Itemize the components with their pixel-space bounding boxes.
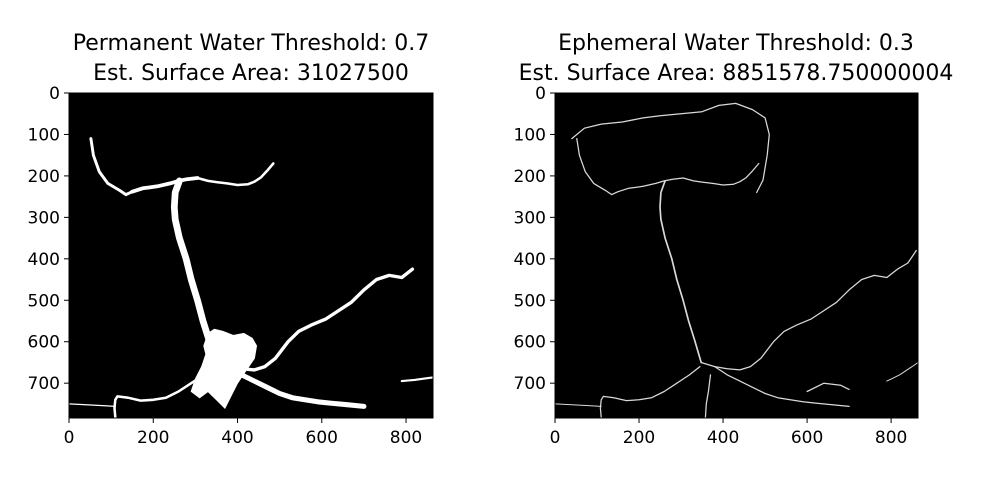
y-tick-label: 300	[28, 208, 60, 228]
y-tick-label: 300	[514, 208, 546, 228]
water-body-0	[190, 328, 258, 409]
x-tick-label: 400	[221, 428, 253, 448]
x-tick-label: 800	[875, 428, 907, 448]
water-layer	[554, 102, 919, 419]
plot-title-line2: Est. Surface Area: 31027500	[93, 61, 409, 86]
water-channel-10	[806, 382, 850, 393]
x-tick-label: 0	[64, 428, 75, 448]
water-channel-9	[704, 374, 712, 419]
x-tick-label: 600	[306, 428, 338, 448]
plot-area	[555, 93, 918, 418]
water-channel-2	[682, 162, 760, 186]
x-tick-label: 800	[390, 428, 422, 448]
water-channel-2	[196, 162, 275, 187]
water-layer	[68, 137, 435, 419]
water-channel-0	[89, 137, 134, 197]
y-tick-label: 500	[28, 291, 60, 311]
y-tick-label: 200	[514, 167, 546, 187]
y-tick-label: 400	[28, 250, 60, 270]
y-tick-label: 700	[514, 374, 546, 394]
water-channel-8	[400, 376, 435, 383]
x-tick-label: 0	[550, 428, 561, 448]
y-tick-label: 0	[49, 84, 60, 104]
water-channel-5	[700, 249, 917, 371]
water-channel-8	[554, 403, 602, 407]
y-tick-label: 100	[28, 125, 60, 145]
plot-frame	[68, 92, 434, 419]
y-tick-label: 600	[514, 333, 546, 353]
water-channel-4	[659, 180, 703, 364]
x-tick-label: 400	[707, 428, 739, 448]
water-channel-3	[170, 177, 219, 366]
x-tick-label: 600	[791, 428, 823, 448]
x-tick-label: 200	[623, 428, 655, 448]
water-channel-3	[571, 102, 770, 194]
subplot-permanent: Permanent Water Threshold: 0.7 Est. Surf…	[28, 31, 435, 448]
subplot-ephemeral: Ephemeral Water Threshold: 0.3 Est. Surf…	[514, 31, 954, 448]
plot-title-line2: Est. Surface Area: 8851578.750000004	[519, 61, 954, 86]
water-channel-6	[714, 365, 850, 408]
y-tick-label: 700	[28, 374, 60, 394]
water-channel-4	[213, 267, 415, 372]
y-tick-label: 100	[514, 125, 546, 145]
plot-title-line1: Ephemeral Water Threshold: 0.3	[558, 31, 914, 56]
y-tick-label: 400	[514, 250, 546, 270]
y-axis: 0 100 200 300 400 500 600 700	[28, 84, 69, 394]
y-tick-label: 0	[535, 84, 546, 104]
water-channel-7	[68, 403, 116, 408]
water-channel-1	[130, 176, 200, 194]
y-axis: 0 100 200 300 400 500 600 700	[514, 84, 555, 394]
x-axis: 0 200 400 600 800	[550, 418, 907, 448]
y-tick-label: 600	[28, 333, 60, 353]
x-axis: 0 200 400 600 800	[64, 418, 422, 448]
water-channel-7	[599, 365, 701, 418]
water-channel-1	[617, 177, 684, 193]
water-channel-11	[886, 362, 919, 382]
y-tick-label: 500	[514, 291, 546, 311]
plot-title-line1: Permanent Water Threshold: 0.7	[73, 31, 429, 56]
y-tick-label: 200	[28, 167, 60, 187]
x-tick-label: 200	[137, 428, 169, 448]
water-channel-5	[226, 364, 367, 409]
water-channel-6	[113, 365, 216, 419]
water-channel-0	[576, 137, 619, 196]
plot-frame	[554, 92, 919, 419]
